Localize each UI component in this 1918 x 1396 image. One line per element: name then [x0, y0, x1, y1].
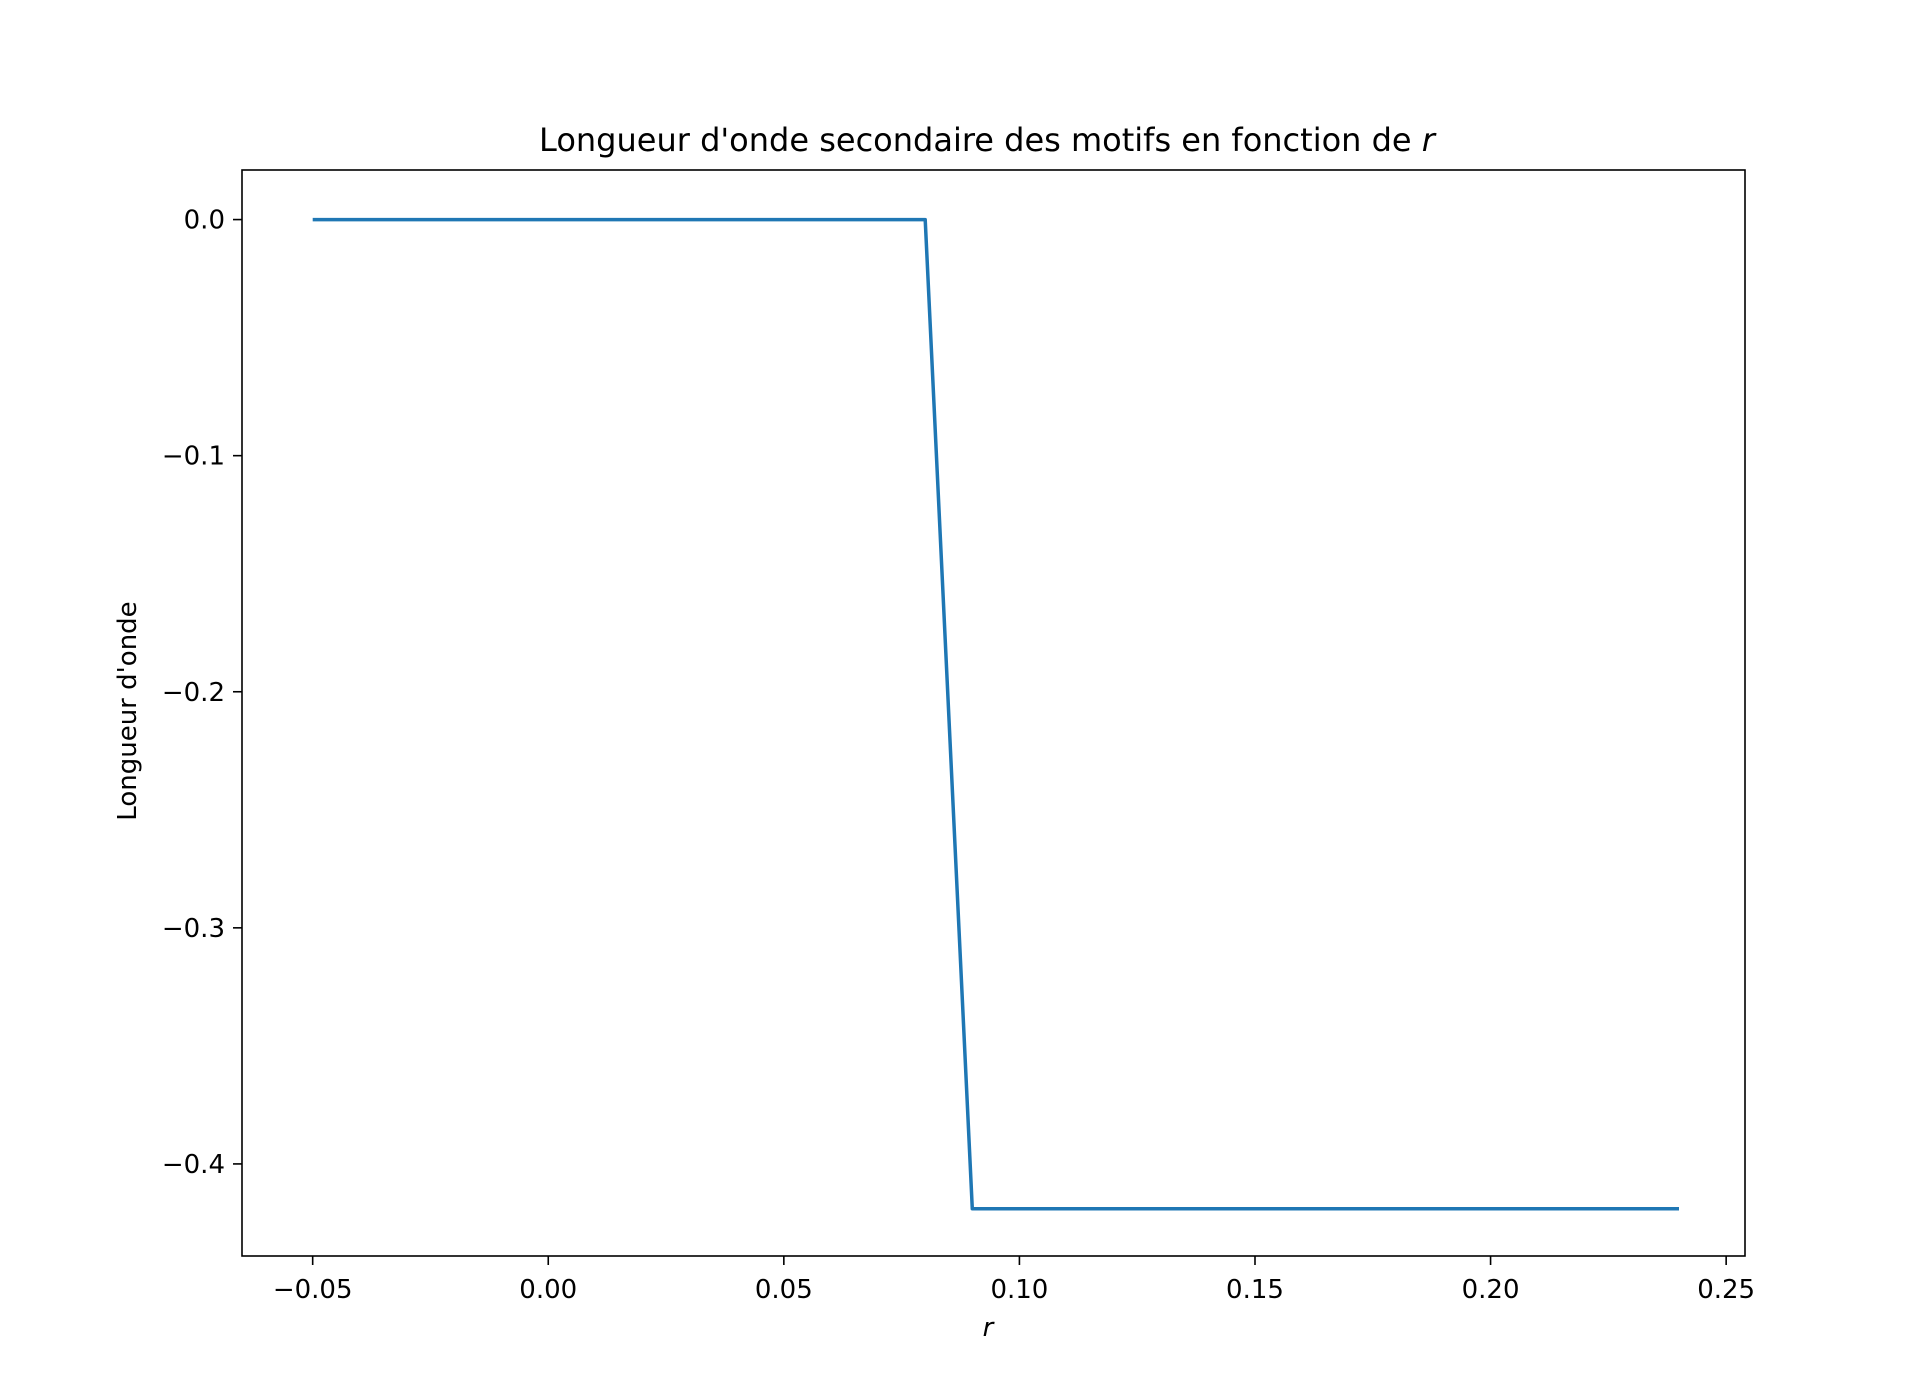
x-tick-label: 0.20 [1462, 1275, 1520, 1305]
y-axis-label: Longueur d'onde [113, 601, 143, 820]
series-line [312, 217, 1679, 1211]
plot-area [241, 169, 1746, 1257]
y-tick-label: −0.3 [162, 914, 225, 944]
y-tick-label: 0.0 [184, 206, 225, 236]
x-tick-label: 0.10 [990, 1275, 1048, 1305]
x-axis: −0.05 0.00 0.05 0.10 0.15 0.20 0.25 [273, 1256, 1755, 1305]
chart-title: Longueur d'onde secondaire des motifs en… [539, 121, 1437, 159]
x-tick-label: 0.15 [1226, 1275, 1284, 1305]
y-tick-label: −0.2 [162, 678, 225, 708]
axes-frame [241, 169, 1746, 1257]
y-tick-label: −0.4 [162, 1150, 225, 1180]
x-axis-label: r [983, 1313, 996, 1343]
y-axis: 0.0 −0.1 −0.2 −0.3 −0.4 [162, 206, 242, 1180]
x-tick-label: 0.00 [519, 1275, 577, 1305]
y-tick-label: −0.1 [162, 442, 225, 472]
x-tick-label: −0.05 [273, 1275, 353, 1305]
x-tick-label: 0.25 [1697, 1275, 1755, 1305]
x-tick-label: 0.05 [755, 1275, 813, 1305]
